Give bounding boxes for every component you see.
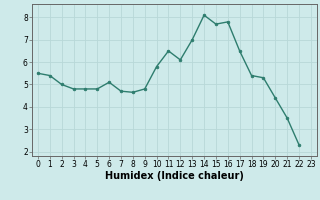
X-axis label: Humidex (Indice chaleur): Humidex (Indice chaleur) xyxy=(105,171,244,181)
